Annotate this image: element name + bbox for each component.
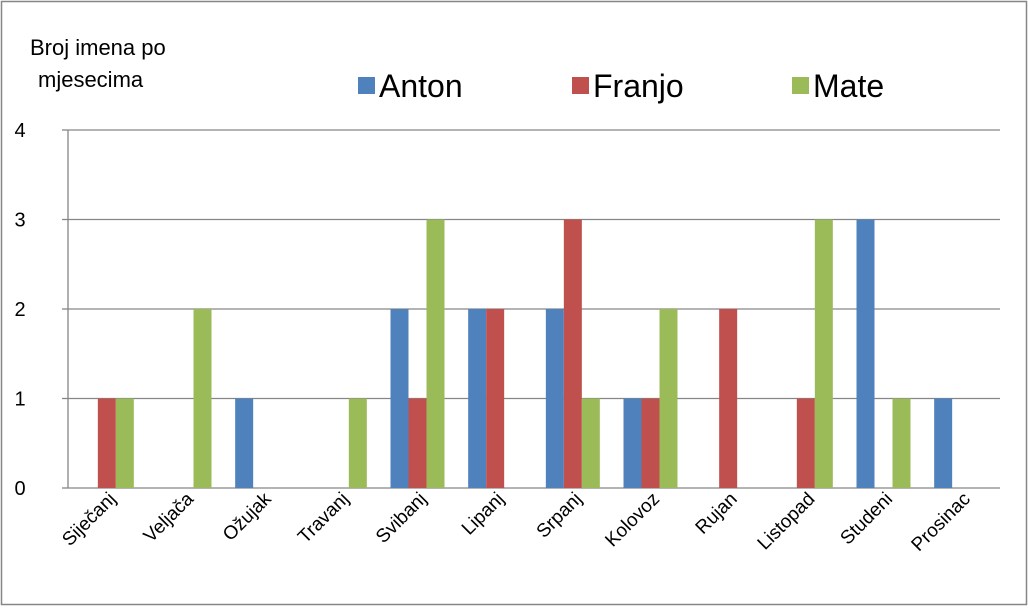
bar-anton-7 [623, 398, 642, 488]
bar-mate-9 [814, 219, 833, 488]
legend-swatch-anton [358, 77, 375, 94]
y-tick-label: 4 [14, 120, 25, 142]
bar-mate-3 [348, 398, 367, 488]
bar-mate-10 [892, 398, 911, 488]
bar-anton-10 [856, 219, 875, 488]
bar-mate-1 [193, 309, 212, 488]
legend-label-anton: Anton [379, 68, 463, 104]
bar-anton-5 [468, 309, 487, 488]
chart-title-line-2: mjesecima [38, 67, 144, 92]
y-tick-label: 1 [14, 389, 25, 411]
gridlines [68, 129, 1000, 400]
legend-label-franjo: Franjo [593, 68, 684, 104]
bar-franjo-5 [486, 309, 505, 488]
bar-mate-6 [581, 398, 600, 488]
bar-anton-11 [934, 398, 953, 488]
bar-mate-4 [426, 219, 445, 488]
bar-mate-7 [659, 309, 678, 488]
bar-franjo-7 [641, 398, 660, 488]
legend: Anton Franjo Mate [358, 68, 884, 104]
bar-franjo-8 [719, 309, 738, 488]
bar-franjo-0 [97, 398, 116, 488]
y-tick-label: 3 [14, 210, 25, 232]
legend-swatch-mate [792, 77, 809, 94]
chart-title-line-1: Broj imena po [30, 35, 166, 60]
bar-mate-0 [115, 398, 134, 488]
y-tick-label: 0 [14, 478, 25, 500]
bar-anton-2 [235, 398, 254, 488]
bar-franjo-6 [563, 219, 582, 488]
bar-franjo-9 [796, 398, 815, 488]
legend-label-mate: Mate [813, 68, 884, 104]
bar-franjo-4 [408, 398, 427, 488]
y-tick-label: 2 [14, 299, 25, 321]
bar-anton-4 [390, 309, 409, 488]
bars [97, 219, 953, 488]
bar-anton-6 [545, 309, 564, 488]
legend-swatch-franjo [572, 77, 589, 94]
